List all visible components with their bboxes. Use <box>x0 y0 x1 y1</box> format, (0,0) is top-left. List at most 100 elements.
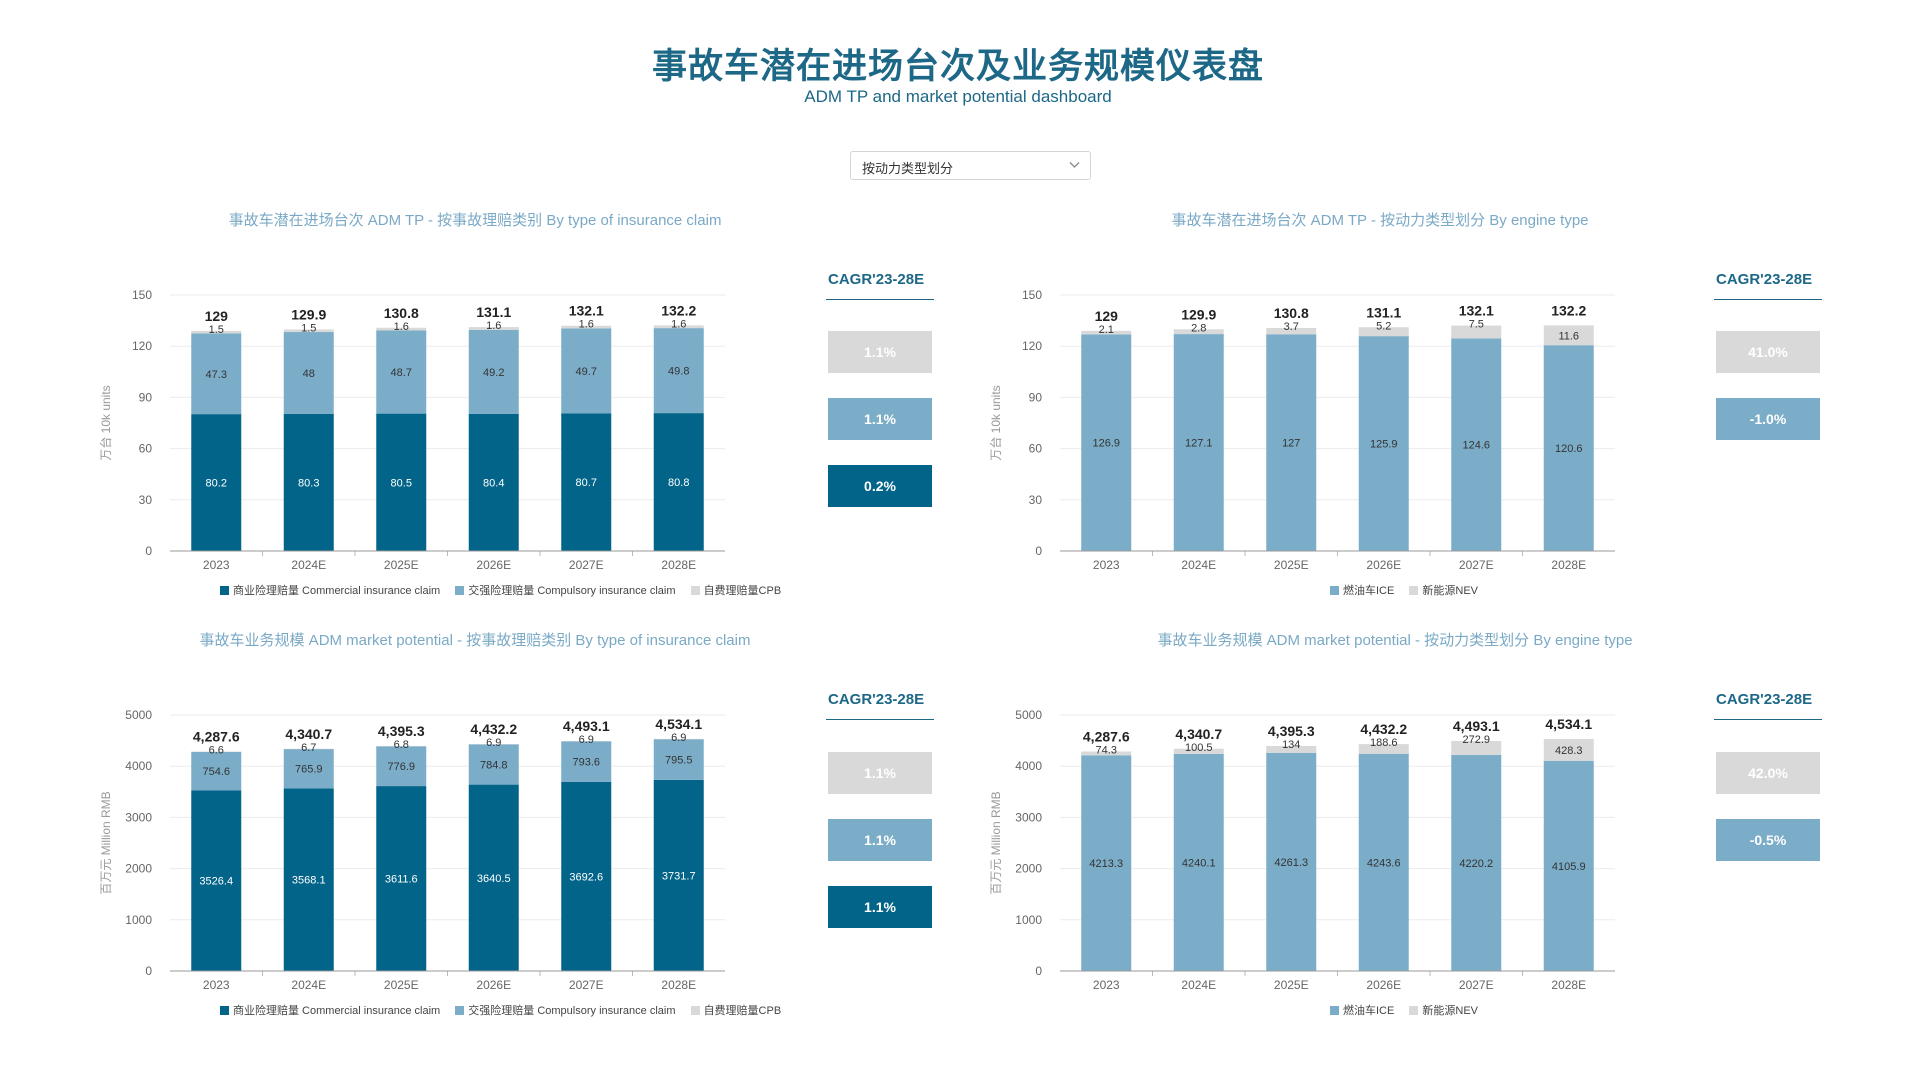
y-tick-label: 30 <box>1029 493 1043 507</box>
data-label: 125.9 <box>1370 439 1398 451</box>
x-tick-label: 2024E <box>291 978 326 992</box>
panel-title-adm-tp-claim: 事故车潜在进场台次 ADM TP - 按事故理赔类别 By type of in… <box>228 212 722 229</box>
y-tick-label: 60 <box>1029 442 1043 456</box>
legend-swatch <box>455 586 465 595</box>
cagr-title: CAGR'23-28E <box>1716 691 1813 708</box>
x-tick-label: 2025E <box>384 558 419 572</box>
data-label: 1.6 <box>671 318 686 330</box>
bar-segment <box>283 329 334 333</box>
legend-swatch <box>1330 1006 1339 1015</box>
data-label: 3640.5 <box>477 873 511 885</box>
bar-segment <box>191 414 242 551</box>
data-label: 49.2 <box>483 367 504 379</box>
chart-market-by-engine: 百万元 Million RMB 0 1000 2000 3000 4000 5000 4213… <box>989 708 1615 992</box>
total-label: 129 <box>1095 308 1119 324</box>
total-label: 4,493.1 <box>1453 718 1500 734</box>
data-label: 3568.1 <box>292 875 326 887</box>
bar-segment <box>561 413 612 551</box>
legend-item-commercial: 商业险理赔量 Commercial insurance claim <box>220 582 440 598</box>
data-label: 49.7 <box>576 366 597 378</box>
bar-segment <box>468 784 519 971</box>
data-label: 120.6 <box>1555 443 1583 455</box>
data-label: 6.9 <box>579 734 594 746</box>
data-label: 80.8 <box>668 477 689 489</box>
bar-segment <box>1266 327 1317 335</box>
cagr-value-ice: -1.0% <box>1716 398 1820 440</box>
x-tick-label: 2026E <box>476 558 511 572</box>
bar-segment <box>653 328 704 414</box>
data-label: 5.2 <box>1376 320 1391 332</box>
cagr-value-cpb: 1.1% <box>828 752 932 794</box>
bar-segment <box>1081 330 1132 335</box>
bar-segment <box>561 741 612 782</box>
data-label: 1.6 <box>394 321 409 333</box>
data-label: 3526.4 <box>199 876 233 888</box>
x-tick-label: 2023 <box>1093 978 1120 992</box>
data-label: 1.5 <box>209 324 224 336</box>
data-label: 80.2 <box>206 478 227 490</box>
y-tick-label: 30 <box>139 493 153 507</box>
y-tick-label: 3000 <box>125 810 152 824</box>
bar-segment <box>1451 325 1502 339</box>
data-label: 765.9 <box>295 764 323 776</box>
y-tick-label: 0 <box>145 544 152 558</box>
data-label: 11.6 <box>1558 330 1579 342</box>
y-tick-label: 2000 <box>125 862 152 876</box>
legend-label: 商业险理赔量 Commercial insurance claim <box>233 1005 441 1017</box>
bar-segment <box>376 746 427 787</box>
y-tick-label: 1000 <box>125 913 152 927</box>
x-tick-label: 2025E <box>1274 978 1309 992</box>
x-tick-label: 2024E <box>1181 558 1216 572</box>
bar-segment <box>468 329 519 414</box>
data-label: 6.9 <box>671 732 686 744</box>
legend-swatch <box>455 1006 465 1015</box>
data-label: 7.5 <box>1469 319 1484 331</box>
dropdown-selected-value: 按动力类型划分 <box>862 161 954 176</box>
data-label: 784.8 <box>480 760 508 772</box>
data-label: 126.9 <box>1092 438 1120 450</box>
data-label: 80.4 <box>483 477 504 489</box>
total-label: 4,287.6 <box>1083 728 1130 744</box>
bar-segment <box>283 788 334 971</box>
y-tick-label: 0 <box>1035 544 1042 558</box>
total-label: 4,340.7 <box>1175 726 1222 742</box>
y-tick-label: 120 <box>1022 339 1042 353</box>
legend-adm-tp-claim: 商业险理赔量 Commercial insurance claim 交强险理赔量… <box>220 582 793 598</box>
bar-segment <box>468 327 519 330</box>
total-label: 132.2 <box>661 302 696 318</box>
x-tick-label: 2028E <box>661 978 696 992</box>
x-tick-label: 2023 <box>1093 558 1120 572</box>
bar-segment <box>1543 760 1594 971</box>
cagr-value-commercial: 0.2% <box>828 465 932 507</box>
data-label: 4240.1 <box>1182 857 1216 869</box>
cagr-underline <box>1714 299 1822 300</box>
data-label: 80.7 <box>576 477 597 489</box>
cagr-underline <box>826 719 934 720</box>
bar-segment <box>1081 755 1132 971</box>
data-label: 127.1 <box>1185 438 1213 450</box>
total-label: 130.8 <box>384 305 419 321</box>
legend-label: 自费理赔量CPB <box>703 585 782 597</box>
bar-segment <box>653 325 704 329</box>
chart-adm-tp-by-claim: 万台 10k units030609012015080.247.31.51292… <box>98 288 725 572</box>
bar-segment <box>1358 336 1409 551</box>
data-label: 6.6 <box>209 744 224 756</box>
bar-segment <box>1543 325 1594 346</box>
x-tick-label: 2026E <box>1366 978 1401 992</box>
legend-label: 新能源NEV <box>1422 1005 1479 1017</box>
y-tick-label: 150 <box>132 288 152 302</box>
data-label: 6.9 <box>486 737 501 749</box>
total-label: 132.1 <box>1459 303 1494 319</box>
cagr-value-ice: -0.5% <box>1716 819 1820 861</box>
y-axis-title: 万台 10k units <box>988 385 1003 460</box>
total-label: 129.9 <box>291 306 326 322</box>
bar-segment <box>283 413 334 551</box>
x-tick-label: 2024E <box>291 558 326 572</box>
engine-type-dropdown[interactable]: 按动力类型划分 <box>850 151 1091 180</box>
legend-label: 商业险理赔量 Commercial insurance claim <box>233 585 441 597</box>
y-axis-title: 百万元 Million RMB <box>99 791 113 894</box>
x-tick-label: 2026E <box>476 978 511 992</box>
bar-segment <box>376 786 427 971</box>
y-tick-label: 4000 <box>1015 759 1042 773</box>
data-label: 272.9 <box>1462 734 1490 746</box>
